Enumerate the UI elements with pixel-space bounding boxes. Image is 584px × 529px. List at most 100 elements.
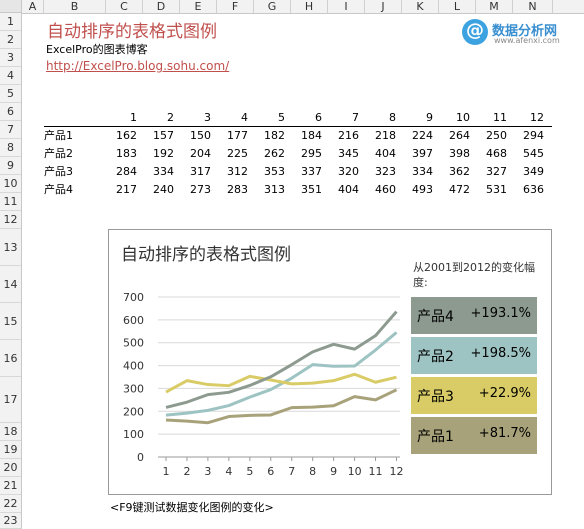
table-cell[interactable]: 327 [486, 164, 507, 178]
table-cell[interactable]: 362 [449, 164, 470, 178]
table-cell[interactable]: 283 [227, 182, 248, 196]
row-header-7[interactable]: 7 [0, 121, 21, 139]
table-row: 产品3 284 334 317 312 353 337 320 323 334 … [44, 162, 544, 180]
table-cell[interactable]: 312 [227, 164, 248, 178]
table-cell[interactable]: 493 [412, 182, 433, 196]
column-header-k[interactable]: K [402, 0, 439, 13]
row-header-14[interactable]: 14 [0, 266, 21, 303]
table-cell[interactable]: 334 [153, 164, 174, 178]
column-header-m[interactable]: M [476, 0, 513, 13]
row-header-8[interactable]: 8 [0, 139, 21, 157]
table-cell[interactable]: 177 [227, 128, 248, 142]
table-cell[interactable]: 468 [486, 146, 507, 160]
table-cell[interactable]: 273 [190, 182, 211, 196]
table-cell[interactable]: 204 [190, 146, 211, 160]
table-cell[interactable]: 184 [301, 128, 322, 142]
table-cell[interactable]: 225 [227, 146, 248, 160]
table-row: 产品1 162 157 150 177 182 184 216 218 224 … [44, 126, 544, 144]
row-header-10[interactable]: 10 [0, 175, 21, 193]
row-header-13[interactable]: 13 [0, 229, 21, 266]
row-header-2[interactable]: 2 [0, 31, 21, 49]
table-cell[interactable]: 404 [338, 182, 359, 196]
table-cell[interactable]: 545 [523, 146, 544, 160]
row-header-4[interactable]: 4 [0, 67, 21, 85]
x-tick-label: 2 [183, 465, 190, 478]
table-header-row: 1 2 3 4 5 6 7 8 9 10 11 12 [44, 108, 544, 126]
table-cell[interactable]: 397 [412, 146, 433, 160]
row-header-16[interactable]: 16 [0, 340, 21, 377]
table-cell[interactable]: 150 [190, 128, 211, 142]
table-cell[interactable]: 323 [375, 164, 396, 178]
row-header-17[interactable]: 17 [0, 377, 21, 423]
table-cell[interactable]: 320 [338, 164, 359, 178]
column-header-i[interactable]: I [328, 0, 365, 13]
table-cell[interactable]: 240 [153, 182, 174, 196]
column-header-j[interactable]: J [365, 0, 402, 13]
row-header-15[interactable]: 15 [0, 303, 21, 340]
table-cell[interactable]: 353 [264, 164, 285, 178]
column-header-n[interactable]: N [513, 0, 553, 13]
row-header-22[interactable]: 22 [0, 495, 21, 513]
row-header-1[interactable]: 1 [0, 13, 21, 31]
blog-link[interactable]: http://ExcelPro.blog.sohu.com/ [46, 59, 230, 73]
table-cell[interactable]: 349 [523, 164, 544, 178]
table-cell[interactable]: 636 [523, 182, 544, 196]
month-header: 12 [530, 110, 544, 124]
row-header-5[interactable]: 5 [0, 85, 21, 103]
legend-item-3: 产品1 +81.7% [411, 417, 537, 454]
column-header-d[interactable]: D [143, 0, 180, 13]
row-header-20[interactable]: 20 [0, 459, 21, 477]
series-line [165, 372, 397, 394]
column-header-g[interactable]: G [254, 0, 291, 13]
table-cell[interactable]: 182 [264, 128, 285, 142]
table-cell[interactable]: 192 [153, 146, 174, 160]
row-label: 产品4 [44, 183, 73, 196]
table-cell[interactable]: 250 [486, 128, 507, 142]
column-header-c[interactable]: C [106, 0, 143, 13]
table-cell[interactable]: 351 [301, 182, 322, 196]
table-cell[interactable]: 183 [116, 146, 137, 160]
row-header-19[interactable]: 19 [0, 441, 21, 459]
table-cell[interactable]: 157 [153, 128, 174, 142]
table-cell[interactable]: 217 [116, 182, 137, 196]
table-cell[interactable]: 295 [301, 146, 322, 160]
row-header-18[interactable]: 18 [0, 423, 21, 441]
table-cell[interactable]: 345 [338, 146, 359, 160]
column-header-f[interactable]: F [217, 0, 254, 13]
table-cell[interactable]: 264 [449, 128, 470, 142]
table-cell[interactable]: 218 [375, 128, 396, 142]
column-header-e[interactable]: E [180, 0, 217, 13]
row-header-9[interactable]: 9 [0, 157, 21, 175]
table-cell[interactable]: 162 [116, 128, 137, 142]
month-header: 8 [389, 110, 396, 124]
y-tick-label: 500 [123, 337, 144, 350]
table-cell[interactable]: 313 [264, 182, 285, 196]
logo-url: www.afenxi.com [494, 36, 560, 45]
month-header: 11 [493, 110, 507, 124]
table-cell[interactable]: 224 [412, 128, 433, 142]
table-cell[interactable]: 294 [523, 128, 544, 142]
table-cell[interactable]: 262 [264, 146, 285, 160]
select-all-corner[interactable] [0, 0, 22, 13]
row-header-21[interactable]: 21 [0, 477, 21, 495]
table-cell[interactable]: 404 [375, 146, 396, 160]
table-cell[interactable]: 317 [190, 164, 211, 178]
row-header-3[interactable]: 3 [0, 49, 21, 67]
x-tick-label: 11 [369, 465, 383, 478]
column-header-l[interactable]: L [439, 0, 476, 13]
table-cell[interactable]: 284 [116, 164, 137, 178]
column-header-a[interactable]: A [22, 0, 44, 13]
row-header-12[interactable]: 12 [0, 211, 21, 229]
table-cell[interactable]: 216 [338, 128, 359, 142]
row-header-6[interactable]: 6 [0, 103, 21, 121]
column-header-h[interactable]: H [291, 0, 328, 13]
table-cell[interactable]: 334 [412, 164, 433, 178]
table-cell[interactable]: 531 [486, 182, 507, 196]
row-header-11[interactable]: 11 [0, 193, 21, 211]
table-cell[interactable]: 472 [449, 182, 470, 196]
month-header: 1 [130, 110, 137, 124]
table-cell[interactable]: 337 [301, 164, 322, 178]
column-header-b[interactable]: B [44, 0, 106, 13]
table-cell[interactable]: 398 [449, 146, 470, 160]
table-cell[interactable]: 460 [375, 182, 396, 196]
